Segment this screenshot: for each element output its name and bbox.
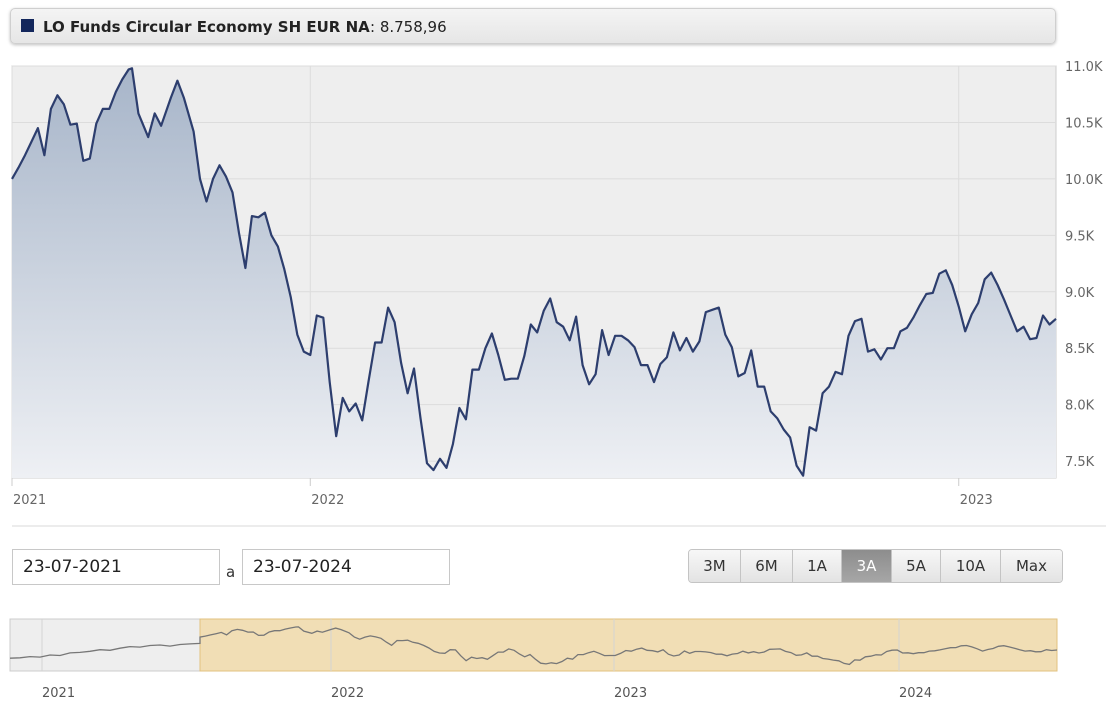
navigator-year-label: 2023 <box>614 686 647 701</box>
x-tick-label: 2021 <box>13 493 46 508</box>
range-button-3a[interactable]: 3A <box>842 550 892 582</box>
range-separator: a <box>226 563 236 581</box>
legend-series-name: LO Funds Circular Economy SH EUR NA <box>43 18 370 36</box>
y-tick-label: 8.0K <box>1065 399 1095 414</box>
range-button-5a[interactable]: 5A <box>892 550 941 582</box>
x-tick-label: 2023 <box>960 493 993 508</box>
range-button-10a[interactable]: 10A <box>941 550 1001 582</box>
navigator-year-label: 2024 <box>899 686 932 701</box>
series-line <box>11 67 1057 477</box>
legend-series-value: : 8.758,96 <box>370 18 447 36</box>
navigator-background <box>9 618 1058 672</box>
price-chart: 7.5K 8.0K 8.5K 9.0K 9.5K 10.0K 10.5K 11.0K 2021… <box>11 60 1106 527</box>
legend-bar: LO Funds Circular Economy SH EUR NA : 8.… <box>10 8 1056 44</box>
navigator-year-label: 2021 <box>42 686 75 701</box>
x-tick-label: 2022 <box>311 493 344 508</box>
range-to-input[interactable] <box>242 549 450 585</box>
y-tick-label: 7.5K <box>1065 455 1095 470</box>
range-button-1a[interactable]: 1A <box>793 550 842 582</box>
range-button-6m[interactable]: 6M <box>741 550 793 582</box>
y-tick-label: 9.0K <box>1065 286 1095 301</box>
y-axis: 7.5K 8.0K 8.5K 9.0K 9.5K 10.0K 10.5K 11.0K <box>1065 60 1103 470</box>
y-tick-label: 10.5K <box>1065 116 1103 131</box>
y-tick-label: 8.5K <box>1065 342 1095 357</box>
range-selector: 3M 6M 1A 3A 5A 10A Max <box>688 549 1063 583</box>
navigator-year-label: 2022 <box>331 686 364 701</box>
series-color-swatch <box>21 19 34 32</box>
navigator-line <box>9 626 1058 666</box>
range-from-input[interactable] <box>12 549 220 585</box>
series-area <box>12 68 1056 479</box>
y-tick-label: 11.0K <box>1065 60 1103 75</box>
range-button-3m[interactable]: 3M <box>689 550 741 582</box>
y-tick-label: 10.0K <box>1065 173 1103 188</box>
navigator-selection[interactable] <box>199 618 1058 672</box>
range-button-max[interactable]: Max <box>1001 550 1062 582</box>
y-tick-label: 9.5K <box>1065 229 1095 244</box>
